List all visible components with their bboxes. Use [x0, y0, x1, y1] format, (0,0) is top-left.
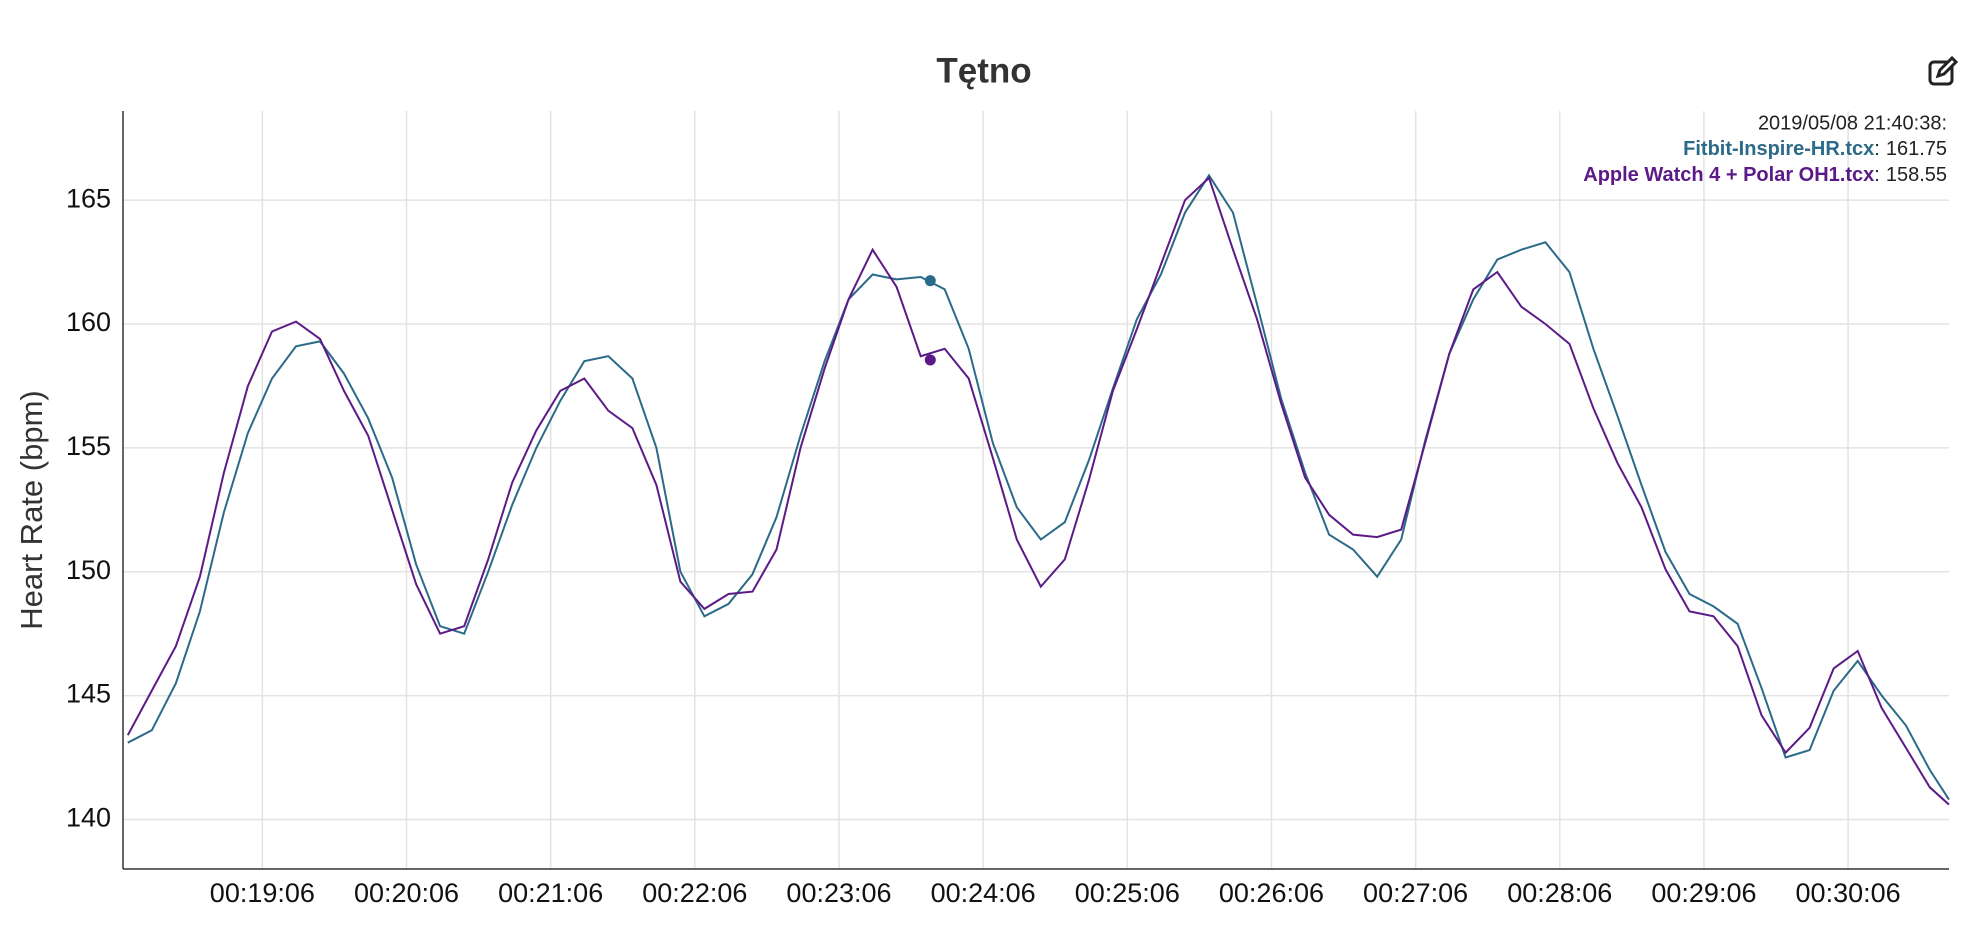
x-tick-label: 00:28:06 — [1507, 878, 1612, 908]
edit-icon[interactable] — [1928, 55, 1959, 86]
x-tick-label: 00:27:06 — [1363, 878, 1468, 908]
tooltip-separator: : — [1874, 164, 1880, 186]
x-tick-label: 00:29:06 — [1651, 878, 1756, 908]
legend-entry: Fitbit-Inspire-HR.tcx — [1683, 138, 1874, 160]
x-tick-label: 00:30:06 — [1796, 878, 1901, 908]
edit-icon-pen[interactable] — [1935, 55, 1959, 79]
x-tick-label: 00:22:06 — [642, 878, 747, 908]
hover-point — [924, 275, 936, 287]
tooltip-value: 158.55 — [1886, 164, 1947, 186]
tooltip-value: 161.75 — [1886, 138, 1947, 160]
tooltip-separator: : — [1874, 138, 1880, 160]
tooltip-time: 2019/05/08 21:40:38: — [1758, 112, 1947, 134]
y-tick-label: 140 — [66, 803, 111, 833]
x-tick-label: 00:21:06 — [498, 878, 603, 908]
edit-icon-box[interactable] — [1928, 60, 1954, 86]
hover-point — [924, 354, 936, 366]
tooltip-entry: Apple Watch 4 + Polar OH1.tcx: 158.55 — [1583, 164, 1947, 186]
series-line — [127, 173, 1950, 801]
y-tick-label: 160 — [66, 307, 111, 337]
y-tick-label: 145 — [66, 679, 111, 709]
y-axis-label: Heart Rate (bpm) — [14, 390, 49, 629]
series-line — [126, 176, 1950, 806]
x-tick-label: 00:20:06 — [354, 878, 459, 908]
y-tick-label: 165 — [66, 183, 111, 213]
chart-title: Tętno — [936, 51, 1031, 90]
x-tick-label: 00:25:06 — [1075, 878, 1180, 908]
x-tick-label: 00:24:06 — [931, 878, 1036, 908]
legend-entry: Apple Watch 4 + Polar OH1.tcx — [1583, 164, 1874, 186]
y-tick-label: 155 — [66, 431, 111, 461]
x-tick-label: 00:23:06 — [786, 878, 891, 908]
y-tick-label: 150 — [66, 555, 111, 585]
x-tick-label: 00:19:06 — [210, 878, 315, 908]
x-tick-label: 00:26:06 — [1219, 878, 1324, 908]
tooltip-entry: Fitbit-Inspire-HR.tcx: 161.75 — [1683, 138, 1947, 160]
